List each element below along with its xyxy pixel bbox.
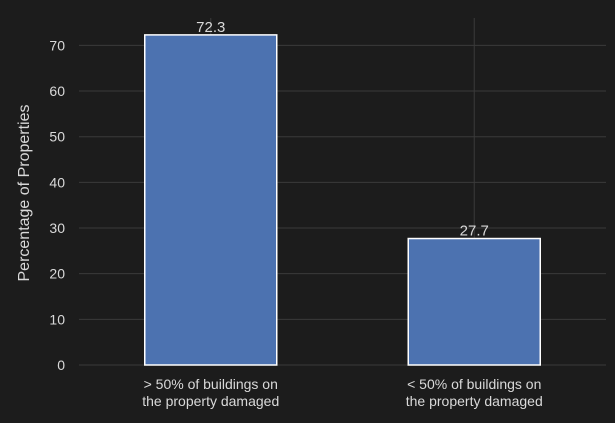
y-tick-label: 70 [49, 37, 65, 53]
bar [145, 35, 277, 365]
x-category-label-line: the property damaged [142, 393, 279, 409]
x-category-label: < 50% of buildings on the property damage… [406, 376, 543, 409]
y-tick-label: 20 [49, 266, 65, 282]
y-tick-label: 40 [49, 174, 65, 190]
x-category-label: > 50% of buildings on the property damage… [142, 376, 279, 409]
y-tick-label: 30 [49, 220, 65, 236]
x-category-label-line: the property damaged [406, 393, 543, 409]
x-category-label-line: < 50% of buildings on [407, 376, 541, 392]
bar-value-label: 27.7 [460, 223, 489, 240]
y-axis-title: Percentage of Properties [16, 105, 33, 282]
bar [408, 239, 540, 365]
y-tick-label: 60 [49, 83, 65, 99]
x-category-label-line: > 50% of buildings on [144, 376, 278, 392]
bar-value-label: 72.3 [196, 19, 225, 36]
y-tick-label: 50 [49, 129, 65, 145]
y-tick-label: 10 [49, 311, 65, 327]
y-tick-label: 0 [57, 357, 65, 373]
